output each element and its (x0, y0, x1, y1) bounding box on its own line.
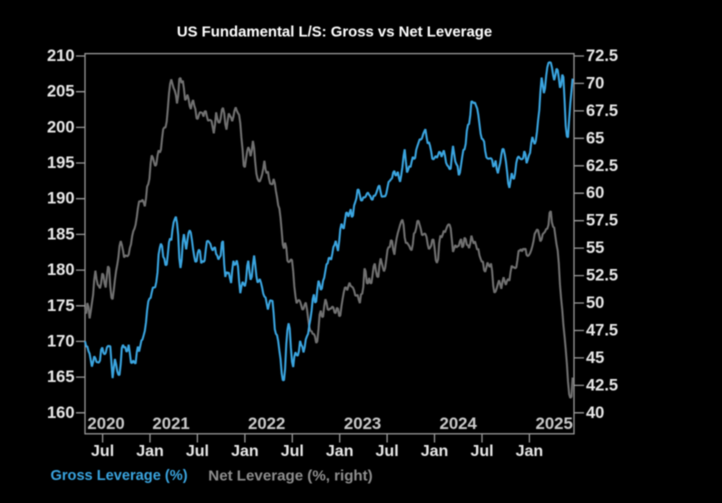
svg-text:Jul: Jul (470, 443, 493, 460)
svg-text:175: 175 (47, 297, 75, 315)
svg-text:205: 205 (47, 83, 75, 101)
svg-text:72.5: 72.5 (586, 47, 618, 65)
svg-text:Jul: Jul (91, 443, 114, 460)
svg-text:200: 200 (47, 118, 75, 136)
svg-text:2021: 2021 (152, 414, 189, 433)
svg-text:47.5: 47.5 (586, 322, 618, 340)
svg-text:Jan: Jan (326, 443, 354, 460)
svg-text:62.5: 62.5 (586, 157, 618, 175)
svg-text:45: 45 (586, 349, 604, 367)
svg-text:195: 195 (47, 154, 75, 172)
svg-text:190: 190 (47, 190, 75, 208)
svg-text:Jan: Jan (231, 443, 259, 460)
svg-text:210: 210 (47, 47, 75, 65)
svg-text:40: 40 (586, 404, 604, 422)
svg-text:60: 60 (586, 184, 604, 202)
svg-text:180: 180 (47, 261, 75, 279)
svg-text:Jul: Jul (376, 443, 399, 460)
svg-text:165: 165 (47, 368, 75, 386)
svg-text:Jan: Jan (516, 443, 544, 460)
svg-text:50: 50 (586, 294, 604, 312)
svg-text:52.5: 52.5 (586, 267, 618, 285)
svg-text:2022: 2022 (248, 414, 285, 433)
svg-text:Net Leverage (%, right): Net Leverage (%, right) (208, 468, 372, 485)
svg-text:2023: 2023 (344, 414, 381, 433)
svg-text:2020: 2020 (87, 414, 124, 433)
svg-text:Jan: Jan (136, 443, 164, 460)
svg-text:55: 55 (586, 239, 604, 257)
svg-text:70: 70 (586, 74, 604, 92)
svg-text:42.5: 42.5 (586, 376, 618, 394)
svg-text:160: 160 (47, 404, 75, 422)
svg-text:65: 65 (586, 129, 604, 147)
svg-text:Jul: Jul (281, 443, 304, 460)
svg-text:185: 185 (47, 225, 75, 243)
svg-text:67.5: 67.5 (586, 102, 618, 120)
svg-text:170: 170 (47, 332, 75, 350)
svg-text:US Fundamental L/S: Gross vs N: US Fundamental L/S: Gross vs Net Leverag… (177, 24, 492, 40)
svg-text:Gross Leverage (%): Gross Leverage (%) (51, 468, 188, 484)
svg-text:2025: 2025 (536, 414, 573, 433)
svg-text:2024: 2024 (440, 414, 478, 433)
svg-text:Jul: Jul (186, 443, 209, 460)
svg-text:Jan: Jan (421, 443, 449, 460)
svg-text:57.5: 57.5 (586, 212, 618, 230)
